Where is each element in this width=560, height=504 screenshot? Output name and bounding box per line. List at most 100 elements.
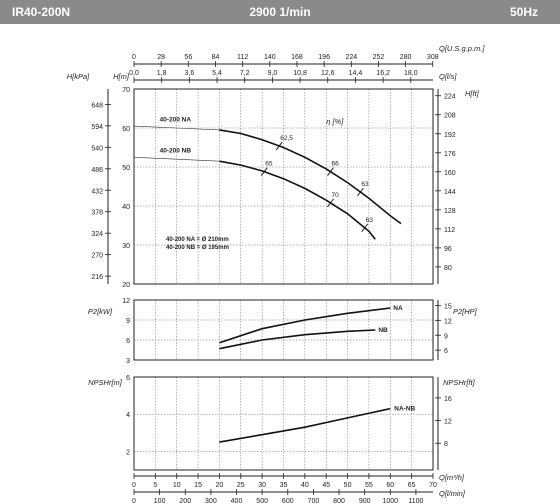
m3h-tick-label: 10 — [173, 482, 181, 489]
npsh-curve — [219, 407, 391, 443]
m3h-tick-label: 40 — [301, 482, 309, 489]
efficiency-label: 66 — [331, 161, 339, 168]
ls-tick-label: 0,0 — [129, 70, 139, 77]
lmin-tick-label: 300 — [205, 498, 217, 504]
lmin-tick-label: 500 — [256, 498, 268, 504]
m3h-tick-label: 25 — [237, 482, 245, 489]
npsh-m-tick-label: 6 — [126, 375, 130, 382]
npsh-ft-axis-label: NPSHr[ft] — [443, 378, 476, 387]
lmin-tick-label: 100 — [154, 498, 166, 504]
npsh-m-tick-label: 2 — [126, 449, 130, 456]
ls-tick-label: 3,6 — [184, 70, 194, 77]
kpa-tick-label: 216 — [91, 274, 103, 281]
head-curve-na-shutoff — [133, 125, 220, 131]
kpa-tick-label: 594 — [91, 124, 103, 131]
ls-tick-label: 16,2 — [376, 70, 390, 77]
kpa-axis-label: H[kPa] — [67, 72, 90, 81]
head-m-tick-label: 30 — [122, 243, 130, 250]
head-m-tick-label: 50 — [122, 165, 130, 172]
m3h-tick-label: 65 — [408, 482, 416, 489]
power-curve-nb-label: NB — [378, 327, 388, 334]
frequency-label: 50Hz — [509, 5, 538, 19]
power-curve-nb — [219, 329, 376, 350]
hp-tick-label: 6 — [444, 348, 448, 355]
efficiency-tick — [357, 187, 364, 197]
usgpm-tick-label: 0 — [132, 54, 136, 61]
usgpm-axis-label: Q[U.S.g.p.m.] — [439, 44, 485, 53]
head-m-tick-label: 60 — [122, 126, 130, 133]
power-kw-tick-label: 6 — [126, 338, 130, 345]
npsh-ft-tick-label: 12 — [444, 419, 452, 426]
ft-tick-label: 128 — [444, 208, 456, 215]
usgpm-tick-label: 168 — [291, 54, 303, 61]
pump-model-title: IR40-200N — [12, 5, 71, 19]
ls-tick-label: 1,8 — [157, 70, 167, 77]
usgpm-tick-label: 224 — [345, 54, 357, 61]
ft-tick-label: 224 — [444, 94, 456, 101]
m3h-tick-label: 20 — [216, 482, 224, 489]
lmin-tick-label: 600 — [282, 498, 294, 504]
kpa-tick-label: 324 — [91, 231, 103, 238]
efficiency-tick — [275, 141, 283, 151]
lmin-tick-label: 0 — [132, 498, 136, 504]
usgpm-tick-label: 56 — [184, 54, 192, 61]
efficiency-axis-label: η [%] — [326, 117, 344, 126]
ls-tick-label: 10,8 — [293, 70, 307, 77]
npsh-ft-tick-label: 16 — [444, 396, 452, 403]
m3h-axis-label: Q[m³/h] — [439, 473, 465, 482]
power-kw-tick-label: 9 — [126, 318, 130, 325]
kpa-tick-label: 540 — [91, 145, 103, 152]
lmin-tick-label: 900 — [359, 498, 371, 504]
kpa-tick-label: 270 — [91, 253, 103, 260]
lmin-axis-label: Q[l/min] — [439, 489, 466, 498]
head-m-tick-label: 20 — [122, 282, 130, 289]
power-curve-na-label: NA — [393, 305, 403, 312]
efficiency-label: 63 — [366, 217, 374, 224]
usgpm-tick-label: 112 — [237, 54, 248, 61]
pump-speed-label: 2900 1/min — [249, 5, 311, 19]
efficiency-label: 70 — [331, 192, 339, 199]
ft-tick-label: 80 — [444, 265, 452, 272]
power-hp-axis-label: P2[HP] — [453, 307, 478, 316]
ft-tick-label: 160 — [444, 170, 456, 177]
efficiency-label: 63 — [361, 181, 369, 188]
kpa-tick-label: 486 — [91, 167, 103, 174]
ls-tick-label: 14,4 — [349, 70, 363, 77]
usgpm-tick-label: 308 — [427, 54, 439, 61]
m3h-tick-label: 55 — [365, 482, 373, 489]
chart-header: IR40-200N 2900 1/min 50Hz — [0, 0, 560, 24]
kpa-tick-label: 432 — [91, 188, 103, 195]
head-curve-nb-shutoff — [133, 157, 220, 162]
ft-axis-label: H[ft] — [465, 89, 480, 98]
efficiency-label: 62,5 — [280, 135, 293, 142]
efficiency-tick — [260, 167, 268, 176]
m3h-tick-label: 0 — [132, 482, 136, 489]
ls-tick-label: 5,4 — [212, 70, 222, 77]
npsh-panel-frame — [133, 376, 434, 471]
efficiency-tick — [361, 223, 369, 233]
head-curve-nb — [219, 160, 376, 240]
head-curve-nb-label: 40-200 NB — [160, 148, 192, 155]
head-curve-na-label: 40-200 NA — [160, 116, 192, 123]
power-kw-tick-label: 3 — [126, 358, 130, 365]
hp-tick-label: 15 — [444, 303, 452, 310]
ls-tick-label: 7,2 — [240, 70, 250, 77]
lmin-tick-label: 700 — [308, 498, 320, 504]
head-curve-na — [219, 129, 402, 225]
usgpm-tick-label: 280 — [400, 54, 412, 61]
head-m-axis-label: H[m] — [113, 72, 130, 81]
npsh-ft-tick-label: 8 — [444, 441, 448, 448]
hp-tick-label: 12 — [444, 318, 452, 325]
m3h-tick-label: 60 — [386, 482, 394, 489]
ft-tick-label: 96 — [444, 246, 452, 253]
m3h-tick-label: 70 — [429, 482, 437, 489]
npsh-m-tick-label: 4 — [126, 412, 130, 419]
ls-tick-label: 12,6 — [321, 70, 335, 77]
usgpm-tick-label: 252 — [373, 54, 385, 61]
power-curve-na — [219, 307, 391, 344]
lmin-tick-label: 400 — [231, 498, 243, 504]
lmin-tick-label: 1000 — [382, 498, 398, 504]
ft-tick-label: 192 — [444, 132, 456, 139]
lmin-tick-label: 200 — [179, 498, 191, 504]
kpa-tick-label: 378 — [91, 210, 103, 217]
